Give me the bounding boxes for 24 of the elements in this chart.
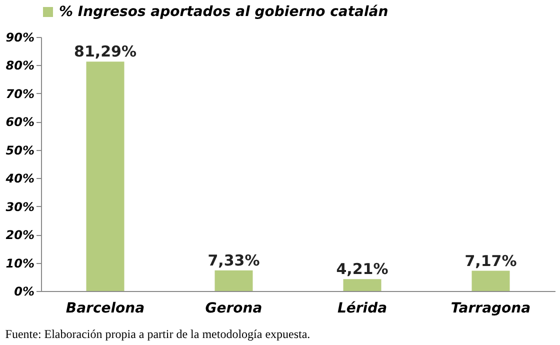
- y-tick-label: 30%: [6, 200, 34, 214]
- data-label: 7,17%: [464, 252, 517, 270]
- y-tick-label: 20%: [6, 228, 34, 242]
- bar: [214, 270, 253, 291]
- y-tick-label: 70%: [6, 86, 34, 101]
- y-tick-label: 40%: [4, 172, 34, 186]
- x-tick-label: Gerona: [205, 300, 262, 316]
- y-tick-label: 80%: [6, 58, 34, 73]
- x-tick-label: Tarragona: [450, 300, 531, 316]
- bar: [343, 279, 382, 291]
- y-tick-label: 50%: [6, 143, 34, 158]
- x-tick-label: Lérida: [337, 300, 388, 316]
- data-label: 81,29%: [74, 42, 136, 61]
- bar: [86, 62, 124, 291]
- data-label: 4,21%: [336, 260, 388, 278]
- y-tick-label: 0%: [14, 284, 34, 298]
- legend-label: % Ingresos aportados al gobierno catalán: [59, 4, 388, 20]
- bar: [472, 270, 510, 291]
- x-tick-label: Barcelona: [66, 300, 145, 316]
- y-tick-label: 10%: [6, 256, 34, 270]
- y-tick-label: 60%: [6, 115, 34, 130]
- y-tick-label: 90%: [6, 30, 34, 44]
- source-note: Fuente: Elaboración propia a partir de la metodología expuesta.: [5, 327, 310, 341]
- data-label: 7,33%: [208, 251, 260, 270]
